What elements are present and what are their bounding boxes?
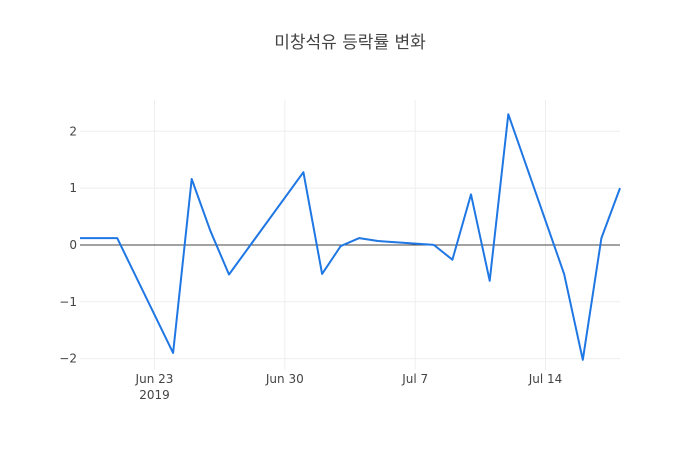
- series-line: [80, 113, 621, 361]
- y-tick-label: 1: [69, 181, 77, 195]
- y-tick-label: −1: [59, 295, 77, 309]
- x-axis-ticks: Jun 23 Jun 30 Jul 7 Jul 14: [135, 372, 563, 386]
- y-tick-label: 2: [69, 124, 77, 138]
- x-tick-label: Jul 14: [528, 372, 563, 386]
- x-tick-label: Jul 7: [401, 372, 428, 386]
- x-tick-label: Jun 30: [265, 372, 304, 386]
- y-tick-label: 0: [69, 238, 77, 252]
- y-axis-ticks: 2 1 0 −1 −2: [59, 124, 77, 365]
- x-tick-year-label: 2019: [139, 388, 170, 402]
- grid: [80, 100, 620, 370]
- y-tick-label: −2: [59, 352, 77, 366]
- x-tick-label: Jun 23: [135, 372, 174, 386]
- chart-title: 미창석유 등락률 변화: [274, 33, 426, 53]
